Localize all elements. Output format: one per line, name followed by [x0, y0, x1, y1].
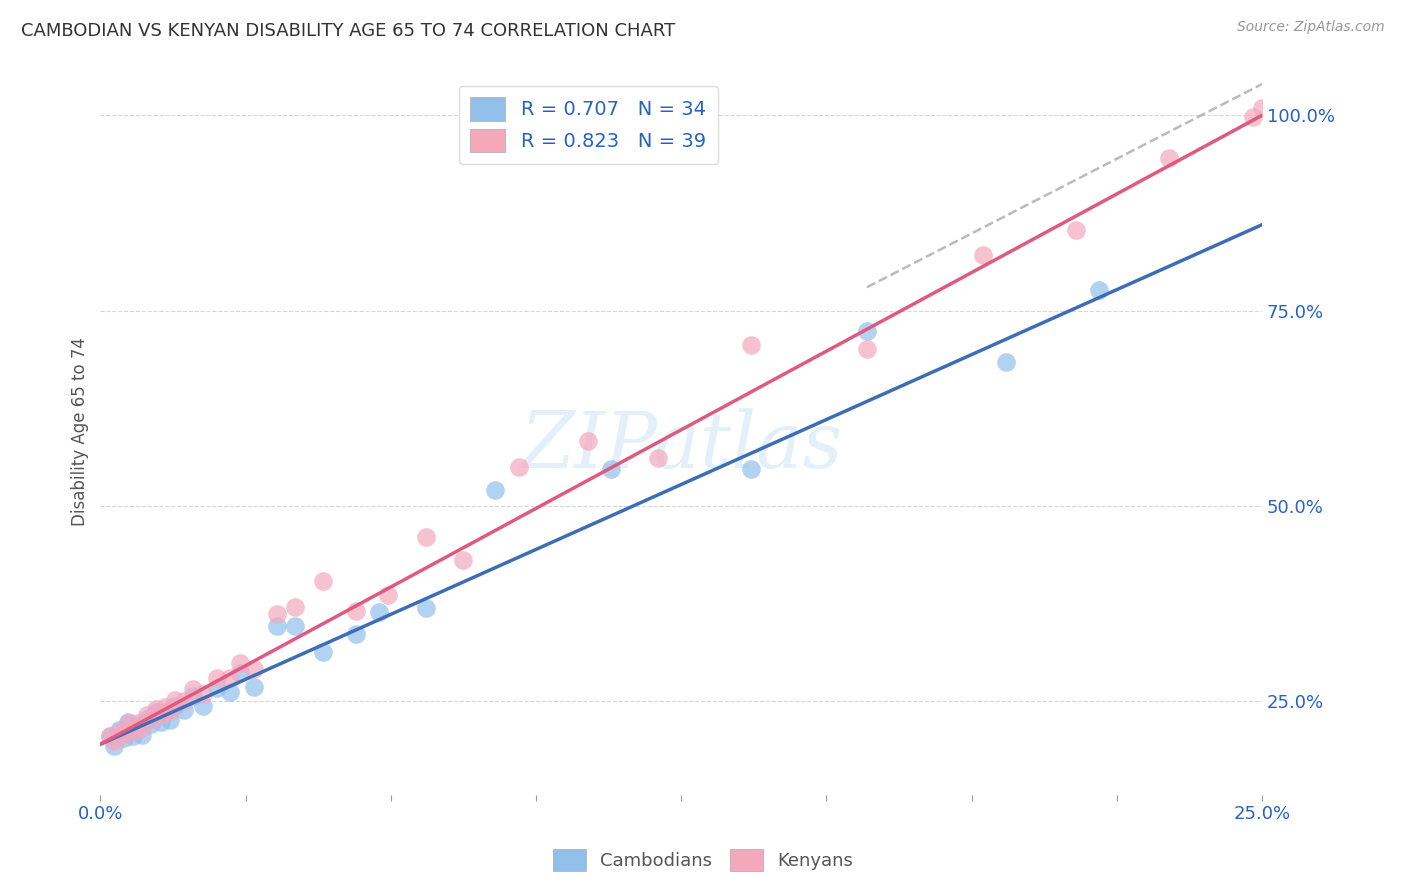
Point: [108, 723, 131, 737]
Point: [122, 729, 145, 743]
Point: [312, 574, 335, 588]
Point: [415, 530, 437, 544]
Point: [159, 713, 181, 727]
Point: [266, 607, 288, 621]
Point: [415, 601, 437, 615]
Point: [1064, 223, 1087, 237]
Point: [508, 460, 530, 475]
Point: [344, 627, 367, 641]
Point: [159, 704, 181, 718]
Point: [155, 705, 177, 719]
Point: [1157, 151, 1180, 165]
Point: [135, 708, 157, 723]
Point: [131, 728, 153, 742]
Point: [191, 687, 214, 701]
Point: [856, 324, 879, 338]
Point: [1088, 283, 1111, 297]
Point: [205, 671, 228, 685]
Point: [112, 728, 135, 742]
Legend: R = 0.707   N = 34, R = 0.823   N = 39: R = 0.707 N = 34, R = 0.823 N = 39: [458, 86, 717, 164]
Point: [141, 716, 163, 731]
Point: [995, 355, 1018, 369]
Point: [191, 699, 214, 714]
Point: [451, 553, 474, 567]
Point: [108, 724, 131, 739]
Point: [312, 645, 335, 659]
Point: [242, 681, 264, 695]
Point: [576, 434, 599, 448]
Point: [181, 690, 204, 704]
Point: [284, 619, 307, 633]
Point: [145, 705, 167, 719]
Point: [856, 342, 879, 356]
Point: [377, 588, 399, 602]
Point: [344, 604, 367, 618]
Point: [266, 619, 288, 633]
Point: [181, 682, 204, 697]
Point: [484, 483, 506, 497]
Point: [131, 721, 153, 735]
Text: Source: ZipAtlas.com: Source: ZipAtlas.com: [1237, 20, 1385, 34]
Point: [229, 656, 252, 670]
Point: [740, 338, 762, 352]
Point: [98, 729, 121, 743]
Point: [149, 714, 172, 729]
Point: [1251, 101, 1274, 115]
Point: [98, 729, 121, 743]
Legend: Cambodians, Kenyans: Cambodians, Kenyans: [546, 842, 860, 879]
Text: ZIPatlas: ZIPatlas: [520, 409, 842, 484]
Point: [163, 693, 186, 707]
Point: [117, 715, 139, 730]
Point: [122, 723, 145, 738]
Point: [117, 715, 139, 730]
Point: [173, 694, 195, 708]
Point: [127, 718, 149, 732]
Point: [127, 715, 149, 730]
Point: [1241, 110, 1264, 124]
Text: CAMBODIAN VS KENYAN DISABILITY AGE 65 TO 74 CORRELATION CHART: CAMBODIAN VS KENYAN DISABILITY AGE 65 TO…: [21, 22, 675, 40]
Point: [242, 662, 264, 676]
Point: [219, 671, 242, 685]
Point: [103, 734, 125, 748]
Point: [112, 731, 135, 745]
Point: [103, 739, 125, 753]
Point: [972, 247, 994, 261]
Point: [155, 699, 177, 714]
Point: [149, 707, 172, 722]
Point: [145, 701, 167, 715]
Point: [284, 600, 307, 615]
Point: [135, 712, 157, 726]
Point: [173, 703, 195, 717]
Point: [368, 605, 391, 619]
Point: [163, 698, 186, 713]
Point: [205, 681, 228, 695]
Point: [740, 462, 762, 476]
Y-axis label: Disability Age 65 to 74: Disability Age 65 to 74: [72, 337, 89, 526]
Point: [647, 450, 669, 465]
Point: [141, 712, 163, 726]
Point: [229, 665, 252, 680]
Point: [600, 462, 623, 476]
Point: [219, 684, 242, 698]
